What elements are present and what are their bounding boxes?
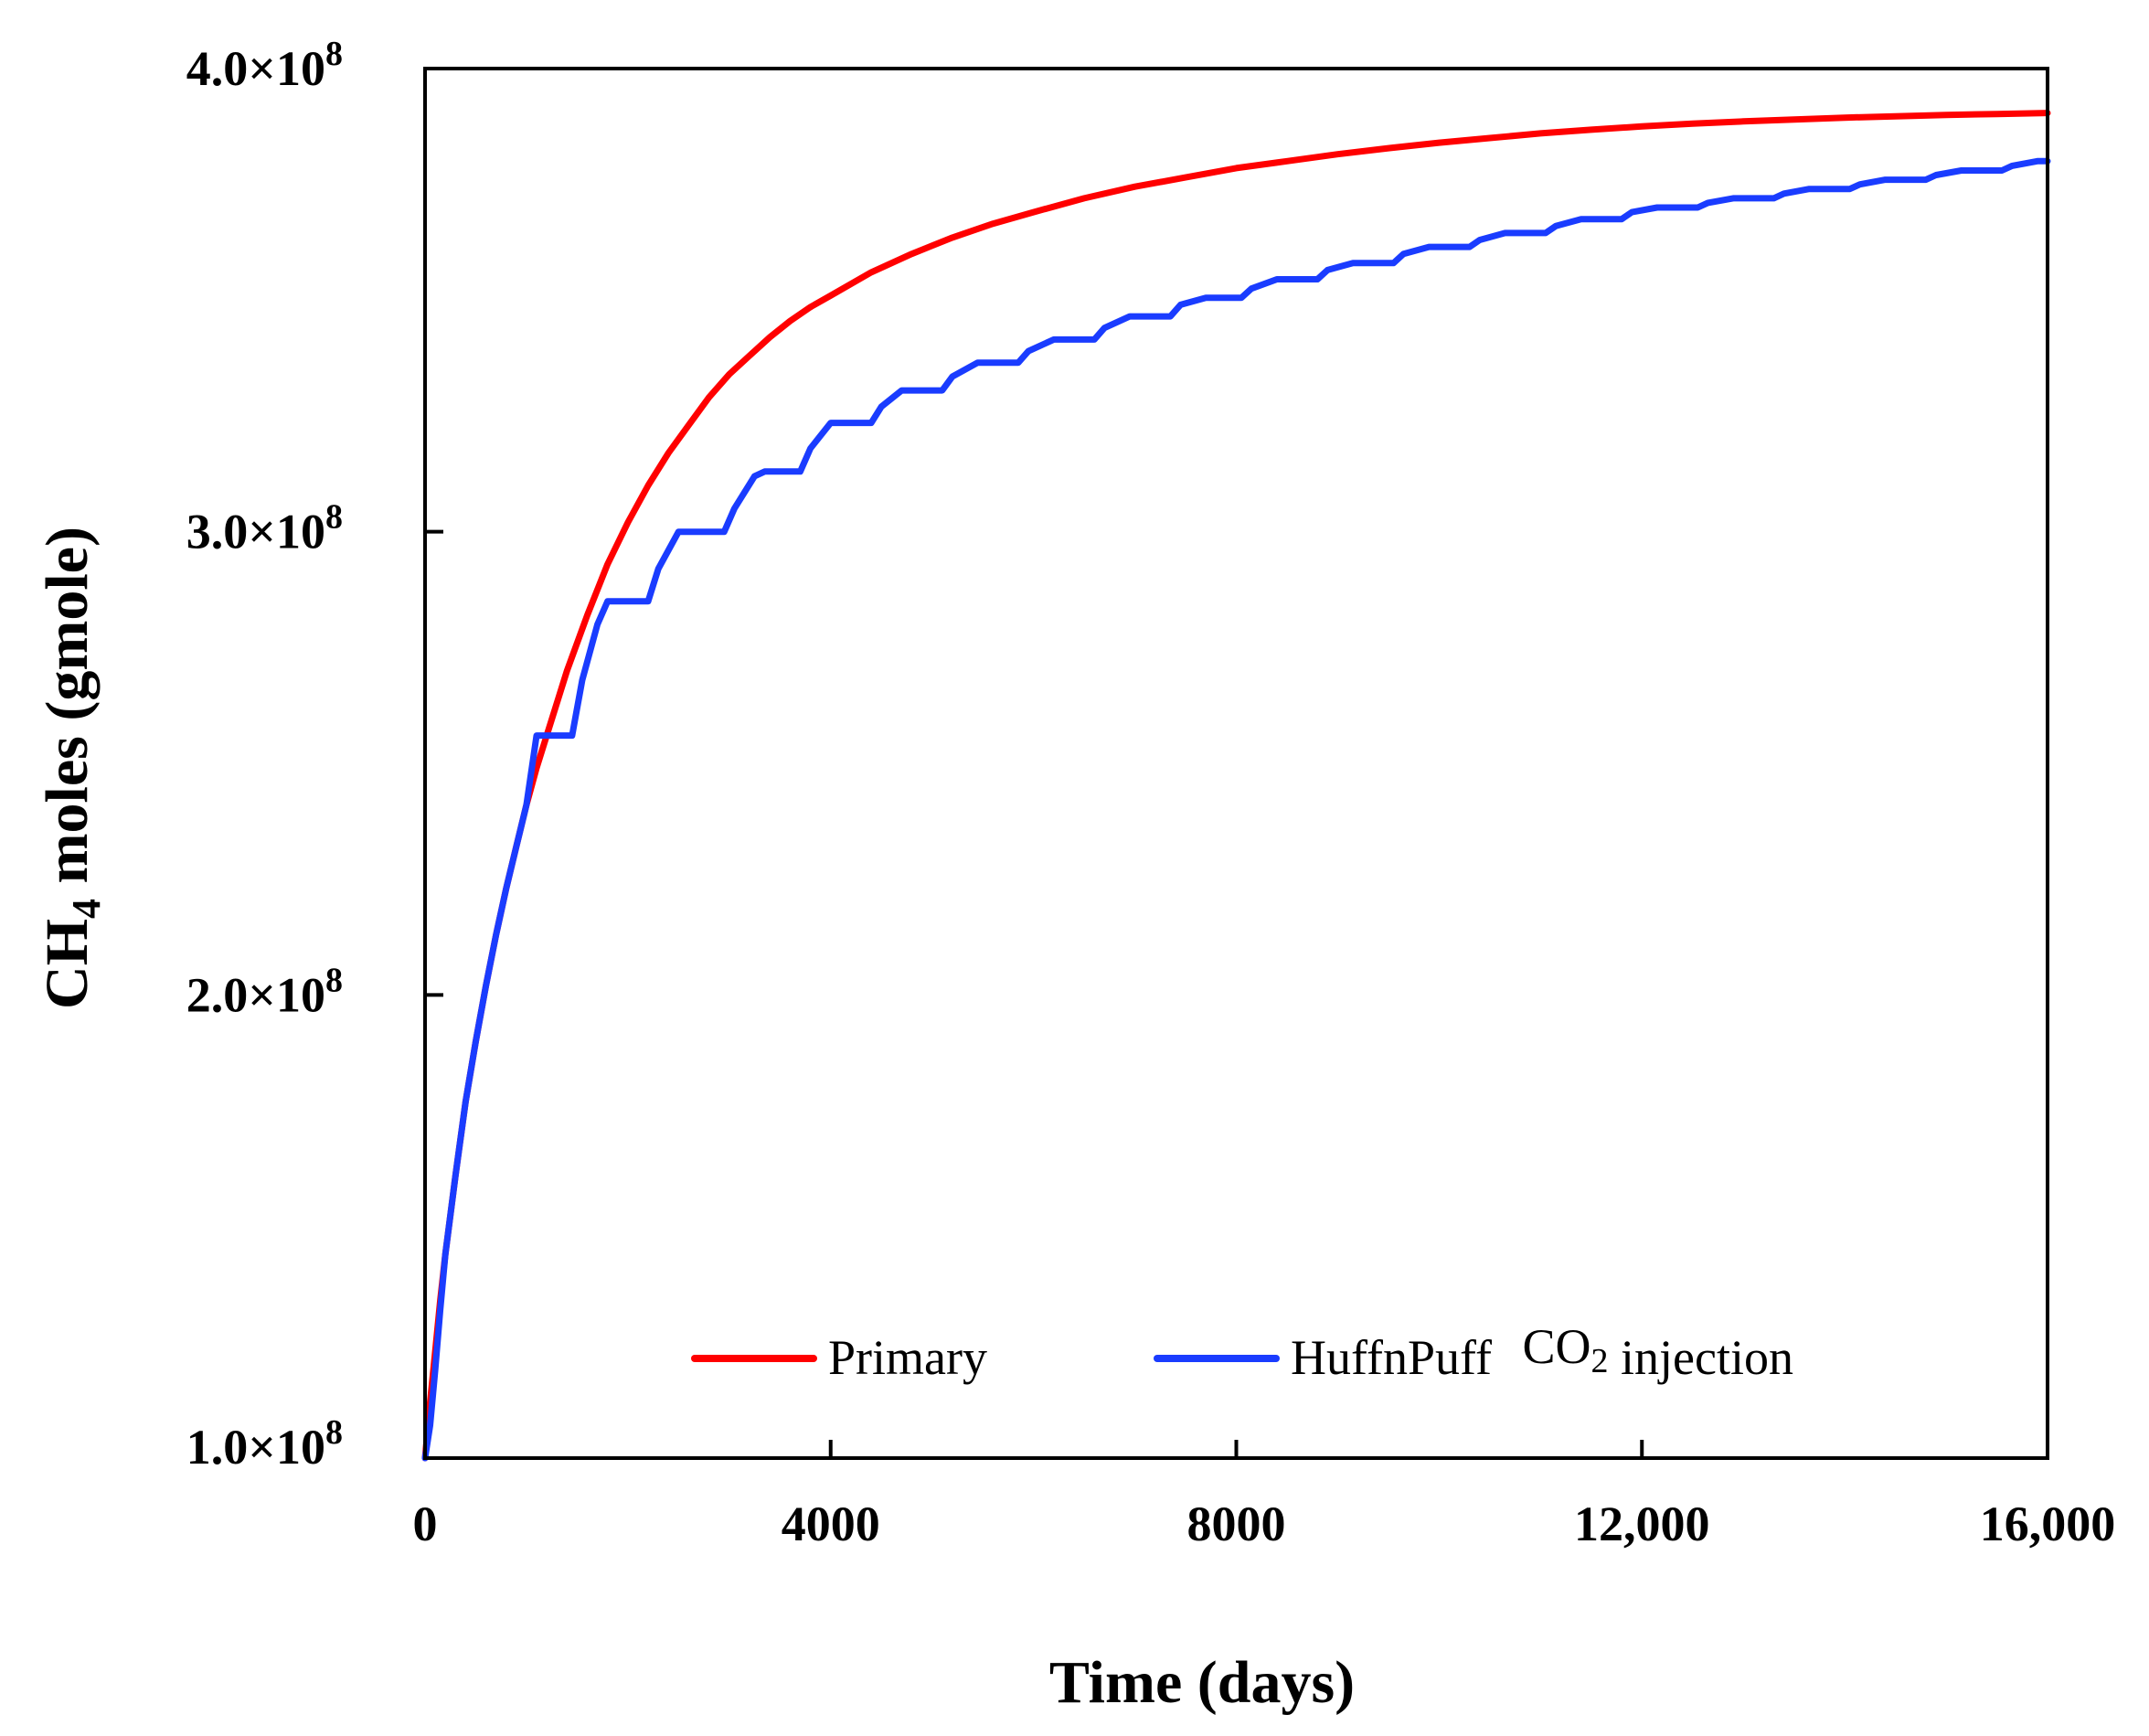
x-tick-label: 16,000 <box>1980 1496 2116 1551</box>
series-line-huffnpuff <box>421 157 2051 1462</box>
series-line-primary <box>421 110 2051 1462</box>
x-tick-label: 4000 <box>782 1496 880 1551</box>
legend-label-huffnpuff: HuffnPuff CO2 injection <box>1291 1319 1793 1385</box>
legend: Primary HuffnPuff CO2 injection <box>691 1319 1793 1385</box>
y-tick-label: 2.0×108 <box>186 961 343 1022</box>
x-axis-title: Time (days) <box>1049 1649 1355 1716</box>
y-tick-label: 1.0×108 <box>186 1413 343 1475</box>
x-tick-label: 0 <box>413 1496 438 1551</box>
legend-label-primary: Primary <box>828 1330 987 1385</box>
ticks-layer: 0 4000 8000 12,000 16,000 1.0×108 2.0×108 3.0×1… <box>186 35 2116 1551</box>
x-tick-label: 12,000 <box>1574 1496 1710 1551</box>
x-tick-label: 8000 <box>1187 1496 1286 1551</box>
y-axis-title: CH4 moles (gmole) <box>34 527 109 1009</box>
plot-frame <box>423 67 2049 1460</box>
y-tick-label: 4.0×108 <box>186 35 343 96</box>
y-tick-label: 3.0×108 <box>186 498 343 559</box>
series-layer <box>421 110 2051 1462</box>
